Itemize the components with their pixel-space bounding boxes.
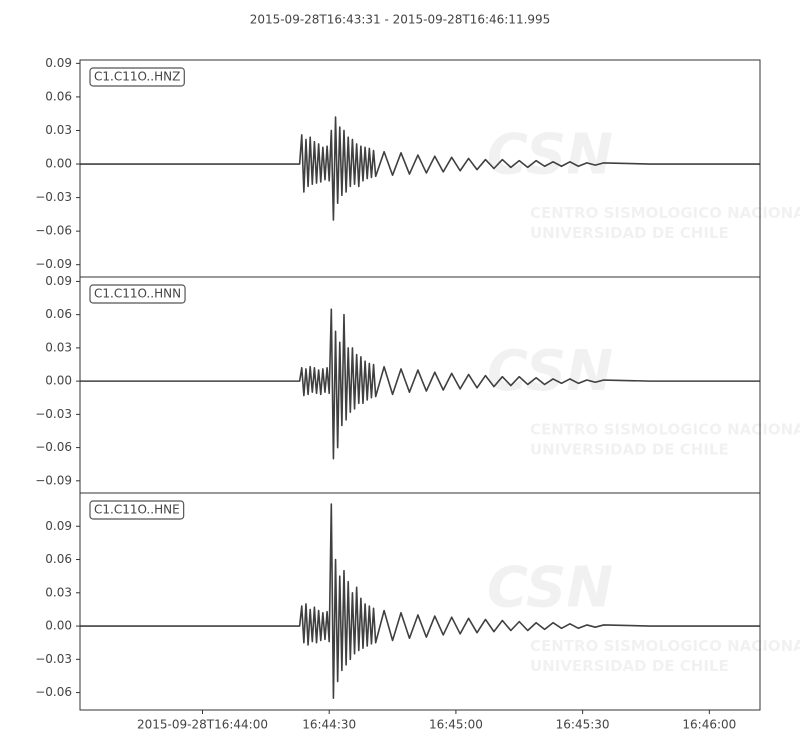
- plot-area: [80, 503, 760, 699]
- y-tick-label: 0.00: [45, 157, 72, 171]
- plot-area: [80, 308, 760, 460]
- watermark-line: UNIVERSIDAD DE CHILE: [530, 441, 729, 459]
- watermark-logo: CSN: [487, 339, 613, 404]
- x-tick-label: 2015-09-28T16:44:00: [137, 718, 268, 732]
- watermark: CSN CENTRO SISMOLOGICO NACIONAL UNIVERSIDA…: [487, 339, 800, 458]
- y-tick-label: −0.06: [35, 685, 72, 699]
- x-tick-label: 16:44:30: [302, 718, 356, 732]
- y-tick-label: −0.03: [35, 190, 72, 204]
- watermark-logo: CSN: [487, 123, 613, 188]
- axes-frame: [79, 492, 761, 711]
- waveform: [80, 503, 760, 699]
- x-tick-label: 16:45:30: [556, 718, 610, 732]
- y-tick-label: −0.03: [35, 652, 72, 666]
- watermark: CSN CENTRO SISMOLOGICO NACIONAL UNIVERSIDA…: [487, 123, 800, 242]
- figure-title: 2015-09-28T16:43:31 - 2015-09-28T16:46:1…: [250, 13, 551, 27]
- y-tick-label: 0.09: [45, 56, 72, 70]
- y-tick-label: −0.03: [35, 407, 72, 421]
- legend: C1.C11O..HNZ: [89, 67, 185, 87]
- y-tick-label: 0.06: [45, 552, 72, 566]
- y-tick-label: 0.09: [45, 519, 72, 533]
- legend-label: C1.C11O..HNZ: [94, 70, 180, 84]
- x-tick-label: 16:45:00: [429, 718, 483, 732]
- legend: C1.C11O..HNN: [89, 284, 186, 304]
- legend-label: C1.C11O..HNN: [94, 287, 181, 301]
- watermark-line: CENTRO SISMOLOGICO NACIONAL: [530, 421, 800, 439]
- watermark-line: CENTRO SISMOLOGICO NACIONAL: [530, 637, 800, 655]
- legend-box: [89, 67, 185, 87]
- y-tick-label: −0.06: [35, 440, 72, 454]
- plot-area: [80, 116, 760, 221]
- watermark-line: UNIVERSIDAD DE CHILE: [530, 224, 729, 242]
- watermark-line: UNIVERSIDAD DE CHILE: [530, 657, 729, 675]
- waveform: [80, 308, 760, 460]
- legend-box: [89, 284, 186, 304]
- y-tick-label: 0.03: [45, 340, 72, 354]
- y-tick-label: −0.09: [35, 257, 72, 271]
- watermark-logo: CSN: [487, 556, 613, 621]
- y-tick-label: −0.06: [35, 224, 72, 238]
- x-tick-label: 16:46:00: [682, 718, 736, 732]
- legend-label: C1.C11O..HNE: [94, 503, 180, 517]
- axes-frame: [79, 276, 761, 494]
- axes-frame: [79, 59, 761, 278]
- y-tick-label: 0.00: [45, 374, 72, 388]
- legend: C1.C11O..HNE: [89, 500, 185, 520]
- y-tick-label: 0.06: [45, 307, 72, 321]
- y-tick-label: −0.09: [35, 473, 72, 487]
- y-tick-label: 0.09: [45, 274, 72, 288]
- y-tick-label: 0.03: [45, 123, 72, 137]
- legend-box: [89, 500, 185, 520]
- waveform: [80, 116, 760, 221]
- watermark: CSN CENTRO SISMOLOGICO NACIONAL UNIVERSIDA…: [487, 556, 800, 675]
- y-tick-label: 0.00: [45, 619, 72, 633]
- y-tick-label: 0.06: [45, 89, 72, 103]
- y-tick-label: 0.03: [45, 585, 72, 599]
- watermark-line: CENTRO SISMOLOGICO NACIONAL: [530, 204, 800, 222]
